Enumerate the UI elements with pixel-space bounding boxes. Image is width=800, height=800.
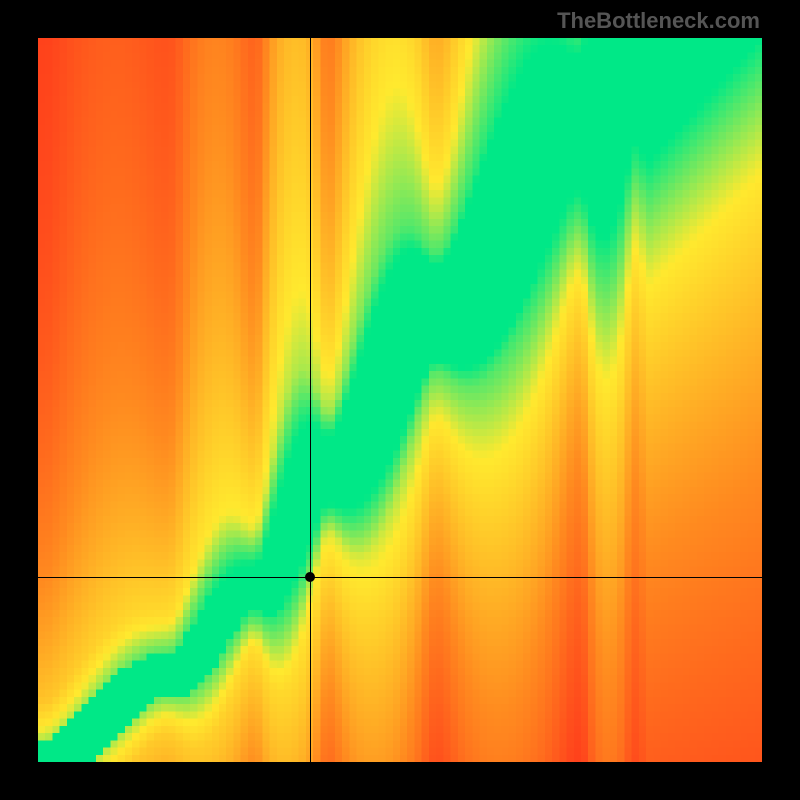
bottleneck-heatmap xyxy=(38,38,762,762)
frame-left xyxy=(0,0,38,800)
watermark-text: TheBottleneck.com xyxy=(557,8,760,34)
crosshair-vertical xyxy=(310,38,311,762)
frame-right xyxy=(762,0,800,800)
frame-bottom xyxy=(0,762,800,800)
selection-marker xyxy=(305,572,315,582)
crosshair-horizontal xyxy=(38,577,762,578)
